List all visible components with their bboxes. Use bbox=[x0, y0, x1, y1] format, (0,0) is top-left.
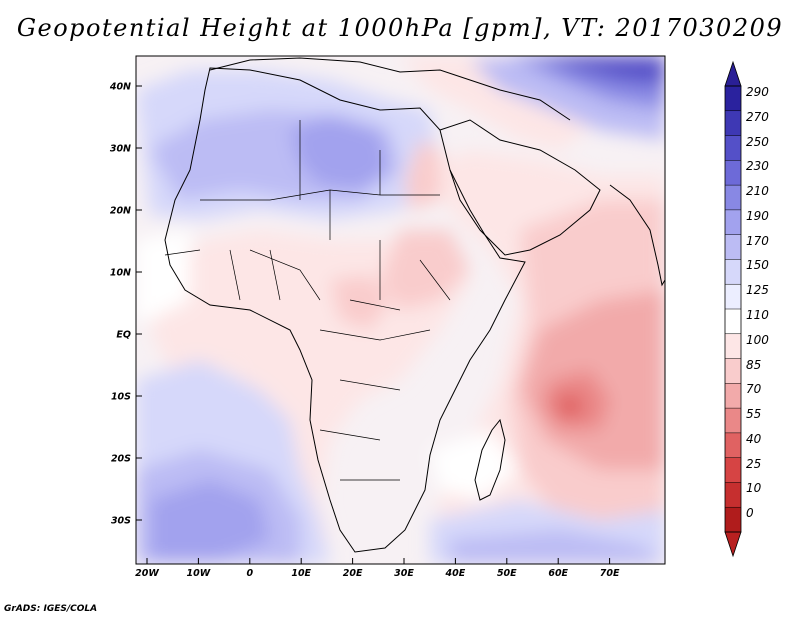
grads-credit: GrADS: IGES/COLA bbox=[4, 604, 98, 614]
colorbar-segment bbox=[725, 185, 741, 211]
lon-tick-label: 10E bbox=[291, 568, 311, 579]
colorbar-label: 10 bbox=[746, 481, 762, 496]
colorbar-segment bbox=[725, 358, 741, 384]
colorbar-segment bbox=[725, 482, 741, 508]
colorbar-segment bbox=[725, 209, 741, 236]
colorbar-label: 0 bbox=[746, 506, 754, 521]
colorbar-label: 270 bbox=[746, 109, 769, 124]
lon-tick-label: 0 bbox=[246, 568, 253, 579]
colorbar-segment bbox=[725, 507, 741, 533]
colorbar-label: 250 bbox=[746, 134, 769, 149]
colorbar-label: 150 bbox=[746, 258, 769, 273]
colorbar-segment bbox=[725, 432, 741, 459]
colorbar-segment bbox=[725, 408, 741, 434]
country-borders bbox=[164, 120, 451, 481]
colorbar-top-arrow bbox=[724, 60, 742, 87]
lon-tick-label: 20W bbox=[135, 568, 159, 579]
colorbar-segment bbox=[725, 86, 741, 112]
lon-tick-label: 10W bbox=[187, 568, 211, 579]
colorbar-label: 85 bbox=[746, 357, 762, 372]
longitude-axis: 20W 10W 0 10E 20E 30E 40E 50E 60E 70E bbox=[135, 558, 620, 579]
lat-tick-label: 40N bbox=[109, 82, 131, 93]
lat-tick-label: 20N bbox=[110, 206, 131, 217]
colorbar-bottom-arrow bbox=[724, 531, 742, 558]
colorbar-segment bbox=[725, 309, 741, 335]
lat-tick-label: 30N bbox=[110, 144, 131, 155]
africa-coastline bbox=[164, 67, 526, 553]
colorbar-label: 290 bbox=[746, 85, 769, 99]
colorbar-segment bbox=[725, 135, 741, 161]
colorbar-segment bbox=[725, 234, 741, 260]
colorbar-label: 125 bbox=[746, 283, 769, 298]
colorbar-segment bbox=[725, 284, 741, 310]
lon-tick-label: 20E bbox=[343, 568, 363, 579]
lat-tick-label: 20S bbox=[111, 454, 131, 465]
colorbar-segment bbox=[725, 110, 741, 137]
colorbar-label: 25 bbox=[746, 456, 762, 471]
lat-tick-label: 10S bbox=[111, 392, 131, 403]
colorbar-label: 170 bbox=[746, 233, 769, 248]
lon-tick-label: 40E bbox=[445, 568, 466, 579]
colorbar-label: 210 bbox=[746, 184, 769, 199]
lat-tick-label: 10N bbox=[110, 268, 131, 279]
colorbar-segment bbox=[725, 383, 741, 409]
lon-tick-label: 60E bbox=[548, 568, 568, 579]
europe-coastline bbox=[209, 57, 571, 121]
lon-tick-label: 70E bbox=[600, 568, 620, 579]
colorbar-label: 55 bbox=[746, 407, 762, 422]
plot-frame bbox=[135, 55, 666, 565]
colorbar-label: 100 bbox=[746, 332, 769, 347]
arabia-coastline bbox=[439, 119, 601, 256]
colorbar-segment bbox=[725, 160, 741, 186]
india-coastline bbox=[609, 184, 665, 287]
lon-tick-label: 30E bbox=[394, 568, 414, 579]
colorbar bbox=[724, 60, 742, 558]
colorbar-label: 110 bbox=[746, 308, 769, 322]
colorbar-label: 230 bbox=[746, 159, 769, 174]
lon-tick-label: 50E bbox=[497, 568, 517, 579]
madagascar-outline bbox=[474, 418, 506, 501]
contour-field bbox=[136, 56, 665, 564]
colorbar-segment bbox=[725, 333, 741, 360]
colorbar-segment bbox=[725, 259, 741, 285]
map-title: Geopotential Height at 1000hPa [gpm], VT… bbox=[16, 14, 784, 42]
lat-tick-label: EQ bbox=[116, 330, 131, 341]
coastlines bbox=[164, 57, 665, 553]
colorbar-segment bbox=[725, 457, 741, 483]
colorbar-label: 190 bbox=[746, 208, 769, 223]
lat-tick-label: 30S bbox=[111, 516, 131, 527]
colorbar-label: 70 bbox=[746, 382, 762, 397]
colorbar-label: 40 bbox=[746, 431, 762, 446]
latitude-axis: 40N 30N 20N 10N EQ 10S 20S 30S bbox=[109, 82, 142, 527]
